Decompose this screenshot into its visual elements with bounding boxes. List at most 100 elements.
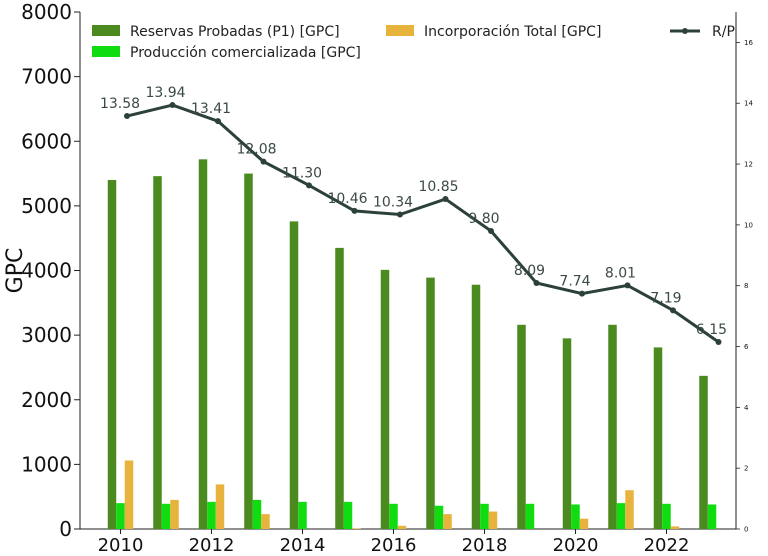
rp-data-label: 10.85 xyxy=(418,179,458,195)
y-tick-label: 7000 xyxy=(21,65,72,89)
axes: 0 1000 2000 3000 4000 5000 6000 7000 8000 0 2 4 6 8 10… xyxy=(3,0,753,556)
y-axis-title: GPC xyxy=(3,248,28,294)
incorporacion-bar xyxy=(625,490,634,529)
y2-tick-label: 10 xyxy=(744,221,753,229)
rp-data-label: 13.94 xyxy=(145,85,185,101)
rp-point xyxy=(624,282,631,289)
legend-label: Incorporación Total [GPC] xyxy=(424,24,601,40)
produccion-bar xyxy=(343,501,353,529)
y2-tick-label: 0 xyxy=(744,526,748,534)
produccion-bar xyxy=(707,504,717,529)
reservas-bar xyxy=(380,269,390,529)
rp-data-label: 9.80 xyxy=(468,211,499,227)
reservas-bar xyxy=(335,247,344,529)
reservas-bar xyxy=(562,338,572,529)
rp-data-label: 11.30 xyxy=(282,165,322,181)
reservas-bar xyxy=(244,173,253,529)
rp-point xyxy=(715,338,722,345)
legend-swatch xyxy=(386,25,414,36)
incorporacion-bar xyxy=(215,484,225,529)
rp-data-label: 10.46 xyxy=(327,191,367,207)
legend-swatch xyxy=(92,25,120,36)
reservas-bar xyxy=(699,375,708,529)
reservas-bar xyxy=(107,180,117,529)
rp-point xyxy=(169,102,176,109)
rp-data-label: 6.15 xyxy=(696,322,727,338)
x-tick-label: 2020 xyxy=(553,535,599,556)
x-tick-label: 2010 xyxy=(98,535,144,556)
y2-tick-label: 14 xyxy=(744,100,753,108)
rp-point xyxy=(397,211,403,218)
produccion-bar xyxy=(525,503,535,529)
rp-point xyxy=(442,196,449,203)
y2-tick-label: 2 xyxy=(744,465,748,473)
rp-data-label: 13.58 xyxy=(100,96,140,112)
reservas-bar xyxy=(426,277,435,529)
x-tick-label: 2014 xyxy=(280,535,326,556)
produccion-bar xyxy=(434,505,444,529)
y-tick-label: 5000 xyxy=(21,194,72,218)
rp-data-label: 12.08 xyxy=(236,142,276,158)
rp-point xyxy=(260,158,267,165)
legend-label: Producción comercializada [GPC] xyxy=(130,45,361,61)
incorporacion-bar xyxy=(670,526,680,529)
rp-point xyxy=(533,279,540,286)
rp-line xyxy=(126,103,720,344)
y-tick-label: 6000 xyxy=(21,129,72,153)
legend-swatch-marker xyxy=(682,28,688,34)
rp-point xyxy=(306,182,312,189)
produccion-bar xyxy=(389,503,398,529)
y-tick-label: 2000 xyxy=(21,388,72,412)
x-tick-label: 2022 xyxy=(644,535,690,556)
y-tick-label: 1000 xyxy=(21,452,72,476)
rp-line-series: 13.58 13.94 13.41 12.08 11.30 10.46 10.34 10.85… xyxy=(100,85,727,345)
y2-tick-label: 4 xyxy=(744,404,749,412)
x-tick-label: 2012 xyxy=(189,535,235,556)
produccion-bar xyxy=(252,499,262,529)
produccion-bar xyxy=(298,501,307,529)
y2-tick-label: 6 xyxy=(744,343,749,351)
produccion-bar xyxy=(616,503,626,529)
incorporacion-bar xyxy=(397,525,407,529)
rp-point xyxy=(124,113,130,120)
incorporacion-bar xyxy=(352,528,361,529)
y2-tick-label: 12 xyxy=(744,161,753,169)
rp-data-label: 13.41 xyxy=(191,101,231,117)
reservas-bar xyxy=(653,347,663,529)
reservas-bar xyxy=(289,221,299,529)
rp-data-label: 8.09 xyxy=(514,263,545,279)
y2-tick-label: 16 xyxy=(744,39,753,47)
reservas-bar xyxy=(471,284,481,529)
y-tick-label: 3000 xyxy=(21,323,72,347)
produccion-bar xyxy=(480,503,489,529)
rp-point xyxy=(215,118,221,125)
produccion-bar xyxy=(662,503,671,529)
y-tick-label: 0 xyxy=(59,517,72,541)
legend: Reservas Probadas (P1) [GPC] Producción c… xyxy=(92,24,735,61)
x-tick-label: 2016 xyxy=(371,535,417,556)
y-tick-label: 4000 xyxy=(21,259,72,283)
produccion-bar xyxy=(571,504,580,529)
reservas-bar xyxy=(153,176,162,529)
rp-point xyxy=(670,307,676,314)
produccion-bar xyxy=(207,501,216,529)
produccion-bar xyxy=(161,503,171,529)
rp-data-label: 7.19 xyxy=(650,290,681,306)
legend-label: R/P xyxy=(712,24,735,40)
incorporacion-bar xyxy=(443,514,452,529)
rp-point xyxy=(488,227,494,234)
rp-data-label: 7.74 xyxy=(559,274,590,290)
reservas-bar xyxy=(198,159,208,529)
y2-tick-label: 8 xyxy=(744,282,748,290)
bar-series xyxy=(107,159,717,529)
reservas-bar xyxy=(517,324,526,529)
rp-point xyxy=(579,290,585,297)
rp-data-label: 8.01 xyxy=(605,265,636,281)
incorporacion-bar xyxy=(579,518,589,529)
rp-data-label: 10.34 xyxy=(373,195,413,211)
produccion-bar xyxy=(116,503,125,529)
legend-swatch xyxy=(92,46,120,57)
incorporacion-bar xyxy=(124,460,134,529)
incorporacion-bar xyxy=(261,514,270,529)
